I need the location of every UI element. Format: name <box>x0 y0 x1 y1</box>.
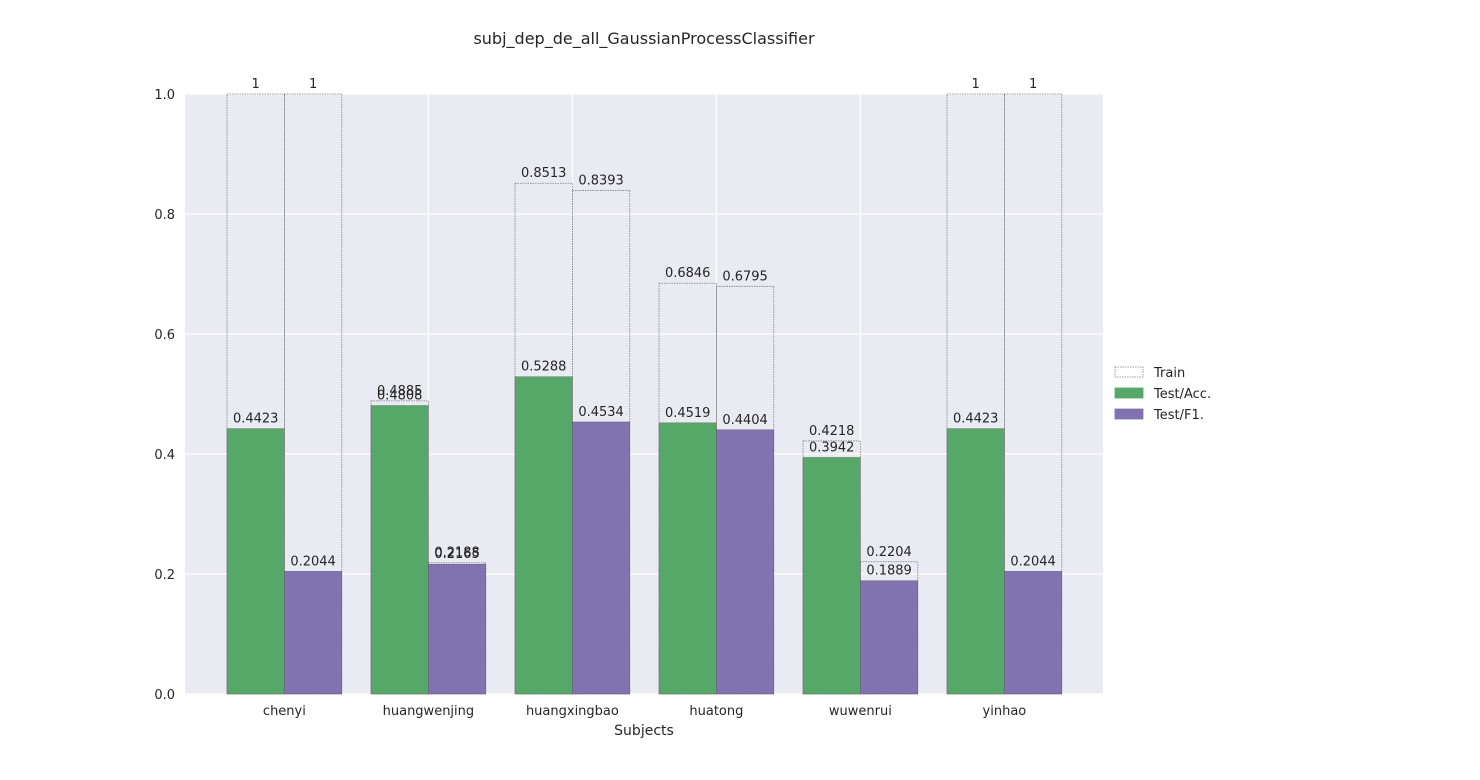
y-tick-label: 0.0 <box>154 688 175 703</box>
train-acc-label: 0.8513 <box>521 166 567 181</box>
test-f1-bar <box>860 580 919 695</box>
test-f1-bar <box>1004 571 1063 695</box>
test-acc-label: 0.4423 <box>233 412 279 427</box>
legend-swatch <box>1114 366 1144 378</box>
chart-title: subj_dep_de_all_GaussianProcessClassifie… <box>473 29 814 49</box>
legend-swatch <box>1114 387 1144 399</box>
test-f1-label: 0.2044 <box>1010 554 1056 569</box>
train-f1-label: 0.2188 <box>434 546 480 561</box>
train-f1-label: 0.6795 <box>722 269 768 284</box>
bars <box>226 93 1063 695</box>
x-tick-label: chenyi <box>263 704 306 719</box>
test-acc-bar <box>514 376 573 695</box>
test-f1-label: 0.4404 <box>722 413 768 428</box>
train-f1-label: 1 <box>1029 77 1037 92</box>
y-tick-label: 0.2 <box>154 568 175 583</box>
test-acc-bar <box>946 428 1005 695</box>
train-acc-label: 0.6846 <box>665 266 711 281</box>
x-axis-label: Subjects <box>614 723 674 739</box>
test-f1-label: 0.4534 <box>578 405 624 420</box>
y-tick-label: 0.4 <box>154 448 175 463</box>
test-f1-bar <box>428 563 486 695</box>
test-acc-label: 0.4423 <box>953 412 999 427</box>
test-f1-label: 0.2165 <box>434 547 480 562</box>
test-acc-label: 0.4519 <box>665 406 711 421</box>
x-tick-label: huatong <box>689 704 743 719</box>
test-f1-bar <box>284 571 342 695</box>
test-f1-bar <box>572 421 631 695</box>
test-f1-label: 0.1889 <box>866 564 912 579</box>
test-f1-label: 0.2044 <box>290 554 336 569</box>
test-acc-label: 0.5288 <box>521 360 567 375</box>
x-tick-label: wuwenrui <box>829 704 892 719</box>
test-acc-bar <box>802 457 861 695</box>
train-f1-label: 1 <box>309 77 317 92</box>
train-acc-label: 0.4218 <box>809 424 855 439</box>
test-acc-bar <box>370 405 429 695</box>
legend-swatch <box>1114 408 1144 420</box>
y-tick-label: 0.8 <box>154 208 175 223</box>
train-f1-label: 0.2204 <box>866 545 912 560</box>
y-axis: 0.0 0.2 0.4 0.6 0.8 1.0 <box>154 88 175 703</box>
x-tick-label: yinhao <box>983 704 1027 719</box>
y-tick-label: 1.0 <box>154 88 175 103</box>
train-acc-label: 0.4885 <box>377 384 423 399</box>
bar-labels: 1 1 0.4423 0.2044 0.4885 0.2188 0.4808 0.2165 0.… <box>233 77 1056 579</box>
train-f1-label: 0.8393 <box>578 173 624 188</box>
train-acc-label: 1 <box>252 77 260 92</box>
test-f1-bar <box>716 429 775 695</box>
legend-entry: Test/Acc. <box>1153 387 1211 402</box>
x-axis: chenyi huangwenjing huangxingbao huatong wuw… <box>263 704 1026 719</box>
x-tick-label: huangxingbao <box>526 704 619 719</box>
test-acc-bar <box>226 428 285 695</box>
x-tick-label: huangwenjing <box>383 704 475 719</box>
legend-entry: Train <box>1153 366 1185 381</box>
train-acc-label: 1 <box>972 77 980 92</box>
legend: Train Test/Acc. Test/F1. <box>1114 366 1211 423</box>
test-acc-bar <box>658 422 717 695</box>
test-acc-label: 0.4808 <box>377 389 423 404</box>
y-tick-label: 0.6 <box>154 328 175 343</box>
legend-entry: Test/F1. <box>1153 408 1204 423</box>
test-acc-label: 0.3942 <box>809 440 855 455</box>
